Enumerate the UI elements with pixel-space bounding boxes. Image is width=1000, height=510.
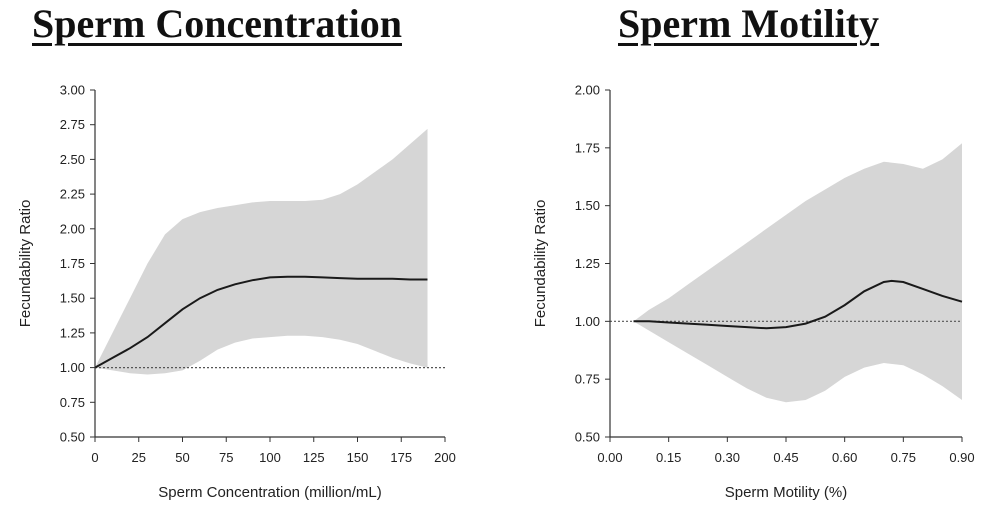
x-axis-label: Sperm Motility (%) bbox=[725, 484, 848, 501]
motility-chart: 0.50 0.75 1.00 1.25 1.50 1.75 2.00 0.00 0.15 0.30… bbox=[532, 83, 975, 502]
y-tick-label: 0.75 bbox=[575, 372, 600, 387]
x-tick-label: 125 bbox=[303, 450, 325, 465]
x-tick-label: 50 bbox=[175, 450, 189, 465]
x-tick-label: 150 bbox=[347, 450, 369, 465]
x-tick-label: 0.30 bbox=[715, 450, 740, 465]
confidence-band bbox=[633, 143, 962, 403]
chart-title-concentration: Sperm Concentration bbox=[32, 1, 402, 46]
x-tick-label: 0.60 bbox=[832, 450, 857, 465]
y-tick-label: 2.25 bbox=[60, 187, 85, 202]
y-tick-label: 1.75 bbox=[575, 140, 600, 155]
y-tick-label: 1.00 bbox=[60, 360, 85, 375]
x-tick-label: 0 bbox=[91, 450, 98, 465]
x-tick-label: 75 bbox=[219, 450, 233, 465]
concentration-chart: 0.50 0.75 1.00 1.25 1.50 1.75 2.00 2.25 2.50 2.75… bbox=[17, 83, 456, 502]
x-tick-label: 0.75 bbox=[891, 450, 916, 465]
y-tick-label: 0.50 bbox=[575, 430, 600, 445]
y-tick-label: 0.75 bbox=[60, 395, 85, 410]
estimate-line bbox=[94, 275, 428, 369]
chart-title-motility: Sperm Motility bbox=[618, 1, 880, 46]
y-tick-label: 1.50 bbox=[575, 198, 600, 213]
y-tick-label: 2.50 bbox=[60, 152, 85, 167]
y-tick-label: 2.00 bbox=[60, 221, 85, 236]
y-tick-label: 3.00 bbox=[60, 83, 85, 98]
x-tick-label: 0.15 bbox=[656, 450, 681, 465]
y-tick-label: 1.25 bbox=[575, 256, 600, 271]
y-tick-label: 2.75 bbox=[60, 117, 85, 132]
y-tick-label: 1.50 bbox=[60, 291, 85, 306]
y-tick-label: 1.75 bbox=[60, 256, 85, 271]
y-tick-label: 1.25 bbox=[60, 325, 85, 340]
x-tick-label: 25 bbox=[132, 450, 146, 465]
y-axis-label: Fecundability Ratio bbox=[17, 200, 34, 328]
x-axis-label: Sperm Concentration (million/mL) bbox=[158, 484, 381, 501]
x-tick-label: 0.90 bbox=[949, 450, 974, 465]
x-tick-label: 100 bbox=[259, 450, 281, 465]
x-tick-label: 175 bbox=[390, 450, 412, 465]
y-tick-label: 2.00 bbox=[575, 83, 600, 98]
x-tick-label: 0.45 bbox=[773, 450, 798, 465]
x-tick-label: 0.00 bbox=[597, 450, 622, 465]
estimate-line bbox=[633, 279, 963, 330]
x-tick-label: 200 bbox=[434, 450, 456, 465]
y-tick-label: 1.00 bbox=[575, 314, 600, 329]
y-tick-label: 0.50 bbox=[60, 430, 85, 445]
y-axis-label: Fecundability Ratio bbox=[532, 200, 549, 328]
